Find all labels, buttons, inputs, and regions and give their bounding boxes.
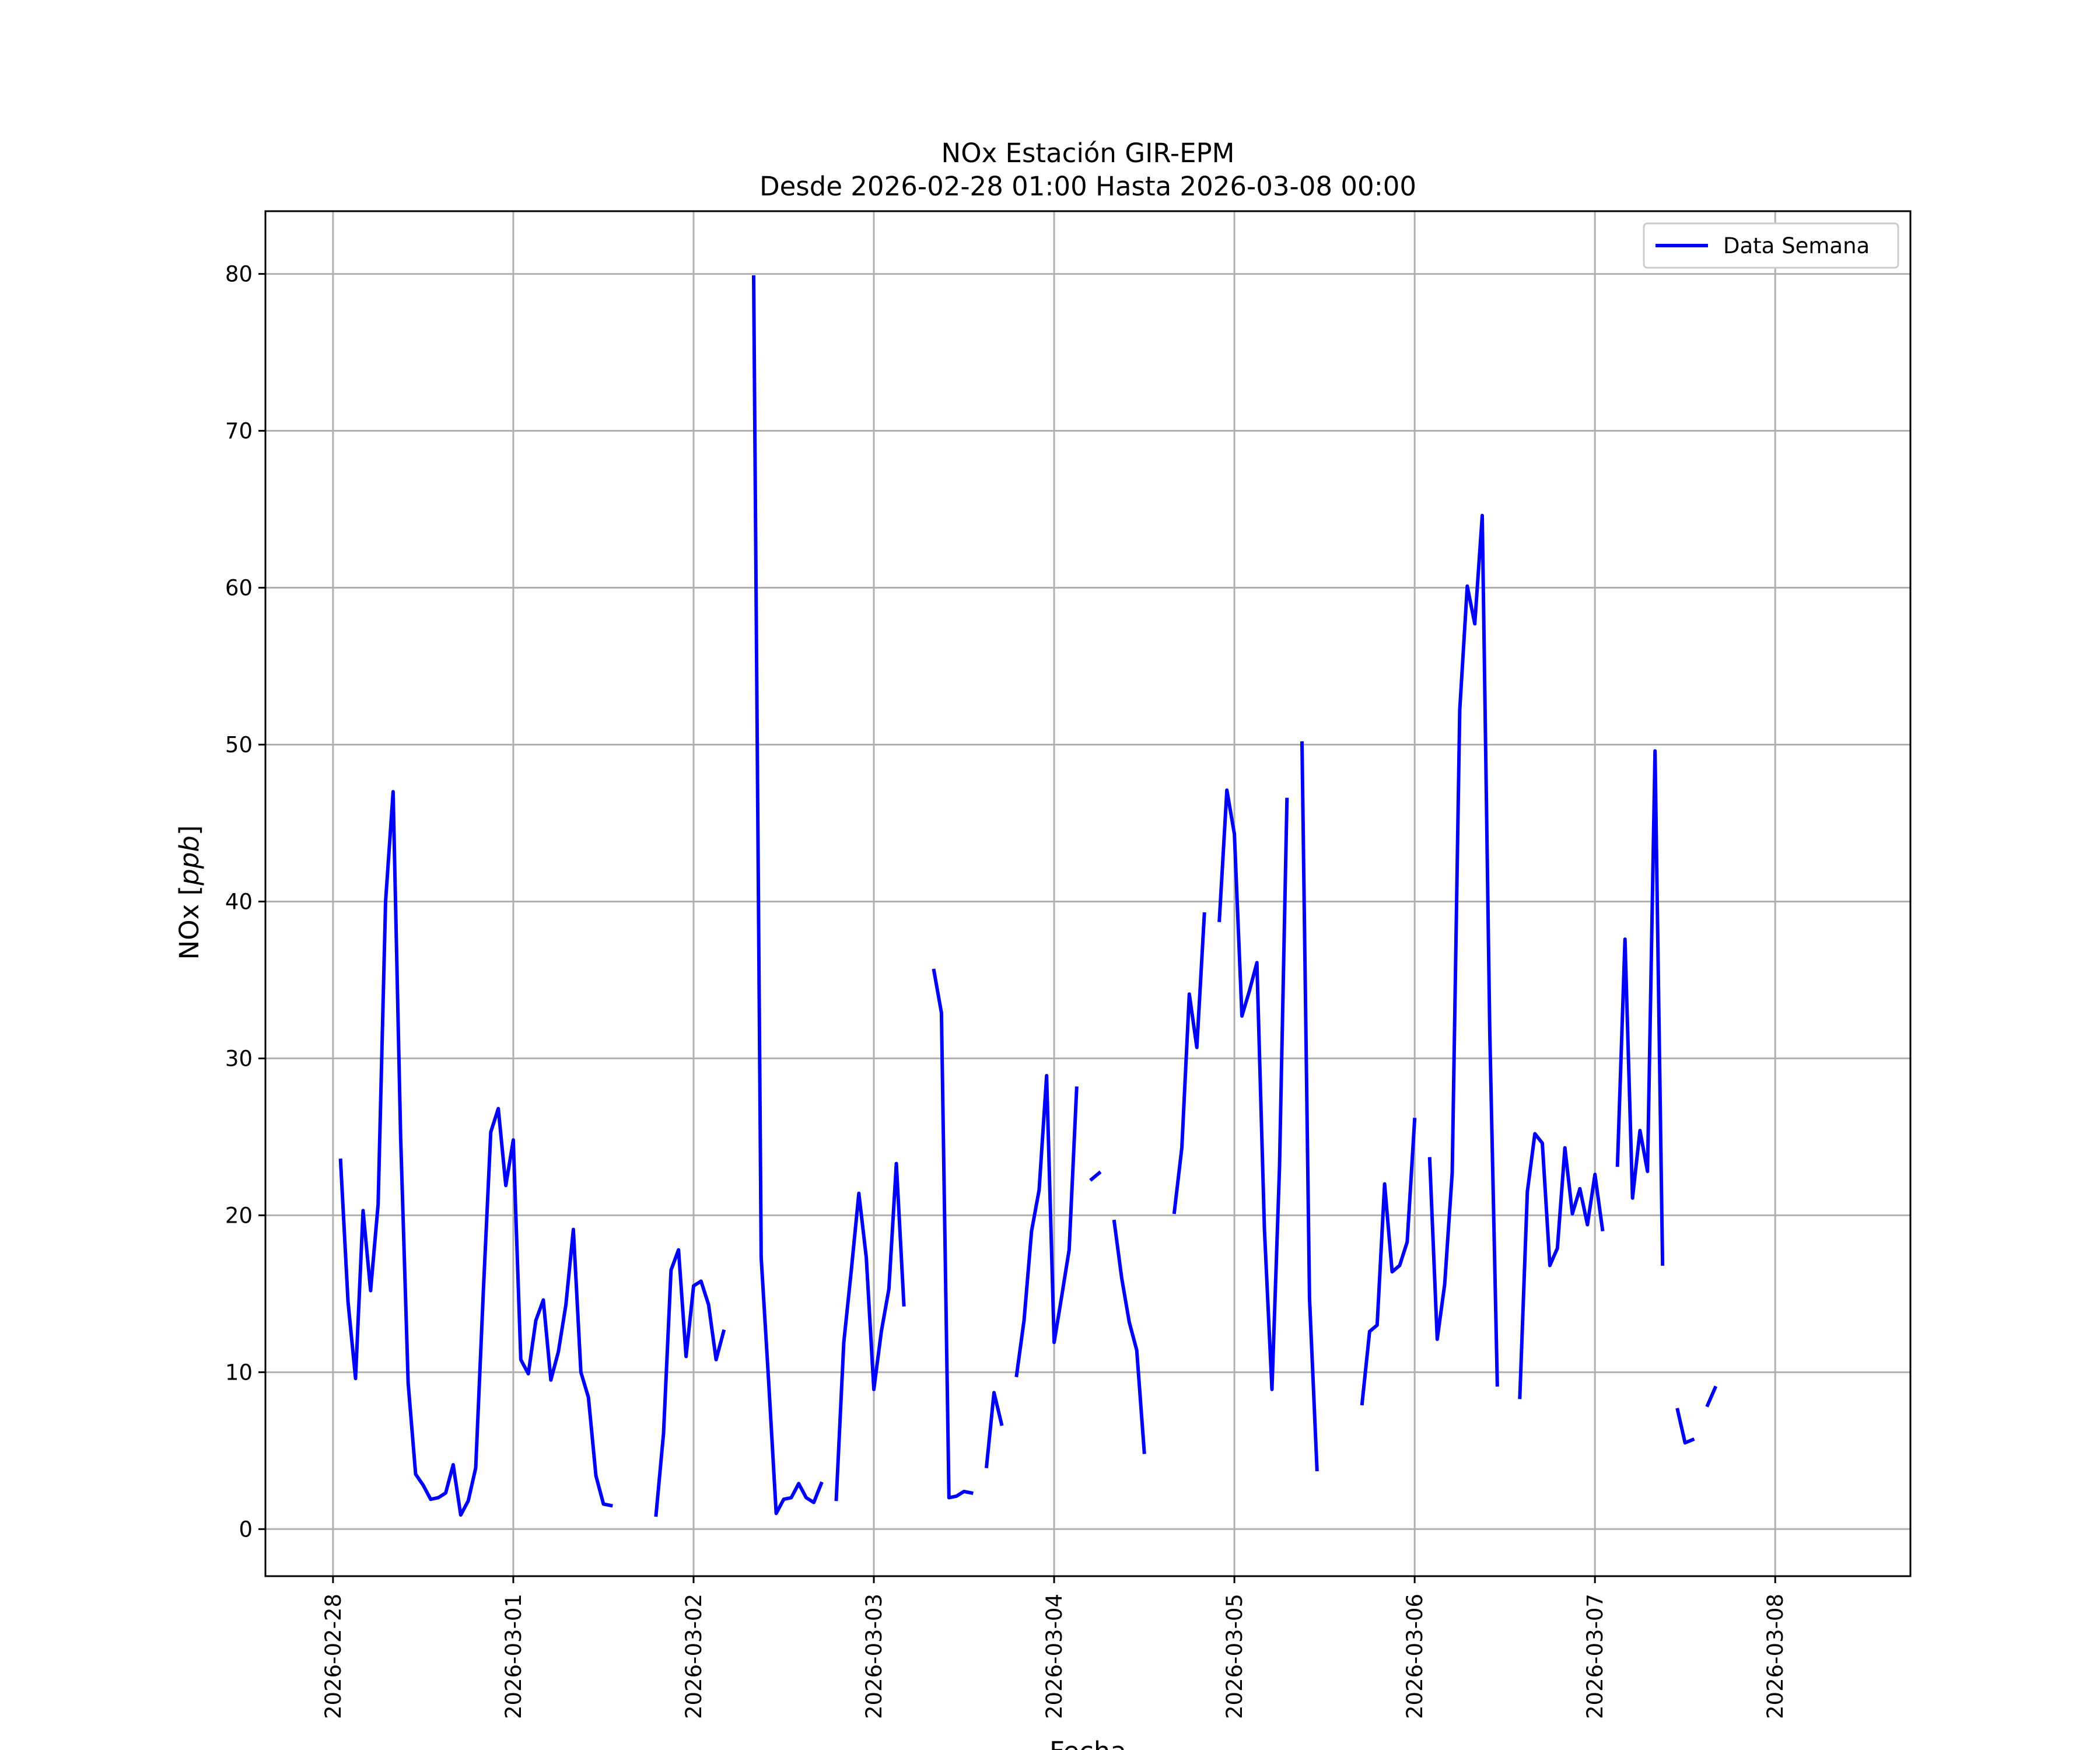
y-tick-label: 30	[225, 1046, 253, 1071]
x-tick-label: 2026-03-08	[1763, 1594, 1788, 1719]
series-line-segment	[1360, 1118, 1417, 1406]
series-line-segment	[1675, 1408, 1695, 1445]
y-tick-label: 80	[225, 262, 253, 287]
x-tick-label: 2026-03-05	[1222, 1594, 1247, 1719]
series-line-segment	[1014, 1074, 1079, 1378]
series-line-segment	[1112, 1219, 1146, 1454]
axis-ticks: 0 10 20 30 40 50 60 70 80 2026-02-28 2026-03-01 202…	[225, 262, 1788, 1719]
y-axis-label: NOx [ppb]	[174, 825, 205, 960]
x-tick-label: 2026-03-04	[1042, 1594, 1067, 1719]
series-line-segment	[1089, 1170, 1102, 1182]
series-line-segment	[1427, 513, 1499, 1387]
x-tick-label: 2026-03-03	[862, 1594, 887, 1719]
series-line-segment	[1705, 1385, 1718, 1408]
series-data-semana	[338, 275, 1718, 1517]
series-line-segment	[984, 1391, 1004, 1468]
series-line-segment	[654, 1248, 726, 1517]
grid-lines	[265, 211, 1910, 1576]
chart-title: NOx Estación GIR-EPM	[942, 138, 1235, 169]
y-tick-label: 40	[225, 889, 253, 914]
x-tick-label: 2026-03-07	[1583, 1594, 1608, 1719]
series-line-segment	[1172, 912, 1206, 1214]
y-tick-label: 50	[225, 732, 253, 757]
legend: Data Semana	[1643, 222, 1899, 269]
y-tick-label: 20	[225, 1203, 253, 1228]
series-line-segment	[1217, 788, 1289, 1391]
x-axis-label: Fecha	[1049, 1736, 1126, 1750]
legend-label-data-semana: Data Semana	[1723, 233, 1870, 258]
y-tick-label: 70	[225, 419, 253, 444]
y-tick-label: 10	[225, 1360, 253, 1385]
y-tick-label: 60	[225, 576, 253, 601]
x-tick-label: 2026-02-28	[321, 1594, 346, 1719]
x-tick-label: 2026-03-06	[1402, 1594, 1427, 1719]
series-line-segment	[1615, 749, 1665, 1266]
legend-frame	[1643, 222, 1899, 269]
series-line-segment	[834, 1161, 906, 1502]
series-line-segment	[1518, 1132, 1605, 1399]
chart-subtitle: Desde 2026-02-28 01:00 Hasta 2026-03-08 …	[760, 171, 1416, 202]
x-tick-label: 2026-03-01	[501, 1594, 526, 1719]
plot-area-frame	[264, 210, 1912, 1577]
series-line-segment	[751, 275, 824, 1516]
y-axis-label-close: ]	[174, 825, 205, 836]
series-line-segment	[338, 790, 613, 1517]
series-line-segment	[932, 968, 974, 1500]
series-line-segment	[1300, 741, 1319, 1472]
y-axis-label-unit: ppb	[174, 835, 205, 886]
x-tick-label: 2026-03-02	[681, 1594, 706, 1719]
y-tick-label: 0	[239, 1517, 253, 1542]
y-axis-label-main: NOx [	[174, 886, 205, 960]
